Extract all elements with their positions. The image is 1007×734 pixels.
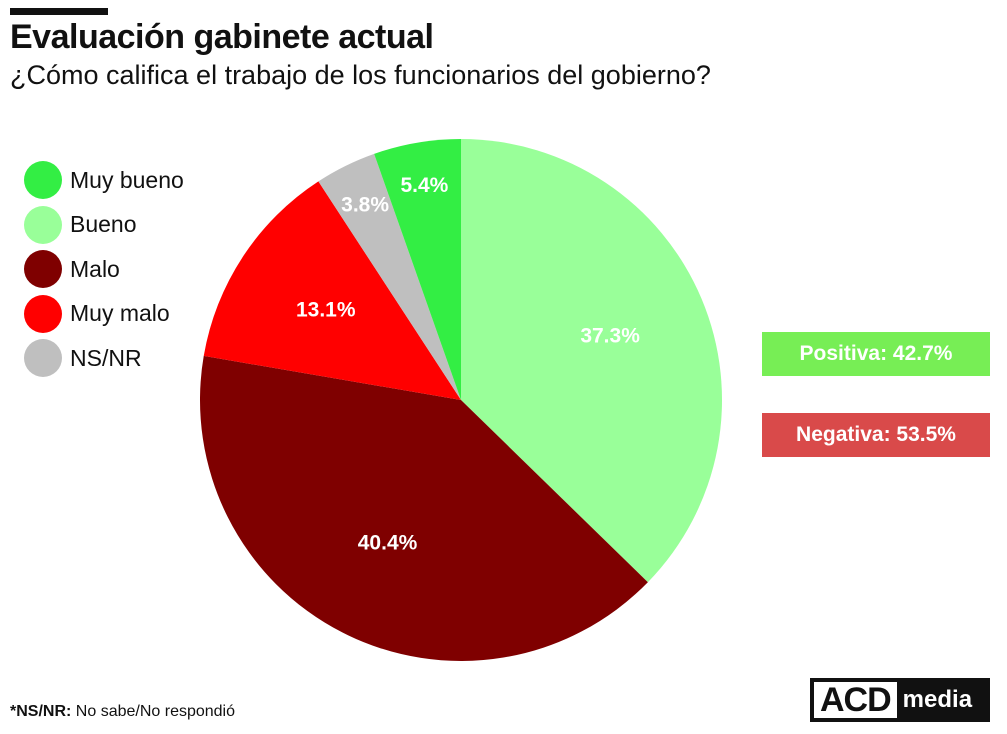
footnote: *NS/NR: No sabe/No respondió: [10, 703, 235, 721]
legend-swatch: [24, 294, 62, 333]
slice-data-label: 40.4%: [358, 532, 418, 555]
legend-item: Muy bueno: [24, 158, 184, 203]
negative-summary-badge: Negativa: 53.5%: [762, 413, 990, 457]
legend-swatch: [24, 161, 62, 200]
legend-item: Muy malo: [24, 292, 184, 337]
legend-item: Malo: [24, 247, 184, 292]
legend-swatch: [24, 339, 62, 378]
pie-slice-ns-nr: [318, 153, 461, 400]
legend-item: NS/NR: [24, 336, 184, 381]
acd-media-logo: ACD media: [810, 678, 990, 722]
logo-acd-text: ACD: [814, 682, 897, 718]
legend-label: Malo: [70, 255, 120, 282]
legend: Muy bueno Bueno Malo Muy malo NS/NR: [24, 158, 184, 381]
footnote-term: *NS/NR:: [10, 703, 72, 720]
legend-label: Muy bueno: [70, 166, 184, 193]
pie-slice-muy-malo: [203, 181, 461, 400]
slice-data-label: 13.1%: [296, 299, 356, 322]
slice-data-label: 37.3%: [580, 325, 640, 348]
legend-item: Bueno: [24, 203, 184, 248]
legend-label: Muy malo: [70, 300, 170, 327]
title-rule: [10, 8, 108, 15]
legend-swatch: [24, 250, 62, 289]
pie-slice-muy-bueno: [374, 139, 461, 400]
chart-title: Evaluación gabinete actual: [10, 18, 434, 56]
logo-media-text: media: [902, 686, 973, 713]
chart-subtitle: ¿Cómo califica el trabajo de los funcion…: [10, 60, 711, 90]
slice-data-label: 5.4%: [400, 174, 448, 197]
footnote-text: No sabe/No respondió: [75, 703, 236, 720]
pie-slice-malo: [200, 355, 648, 661]
legend-label: Bueno: [70, 211, 137, 238]
legend-swatch: [24, 205, 62, 244]
pie-slice-bueno: [461, 139, 722, 583]
legend-label: NS/NR: [70, 344, 142, 371]
positive-summary-badge: Positiva: 42.7%: [762, 332, 990, 376]
slice-data-label: 3.8%: [341, 193, 389, 216]
